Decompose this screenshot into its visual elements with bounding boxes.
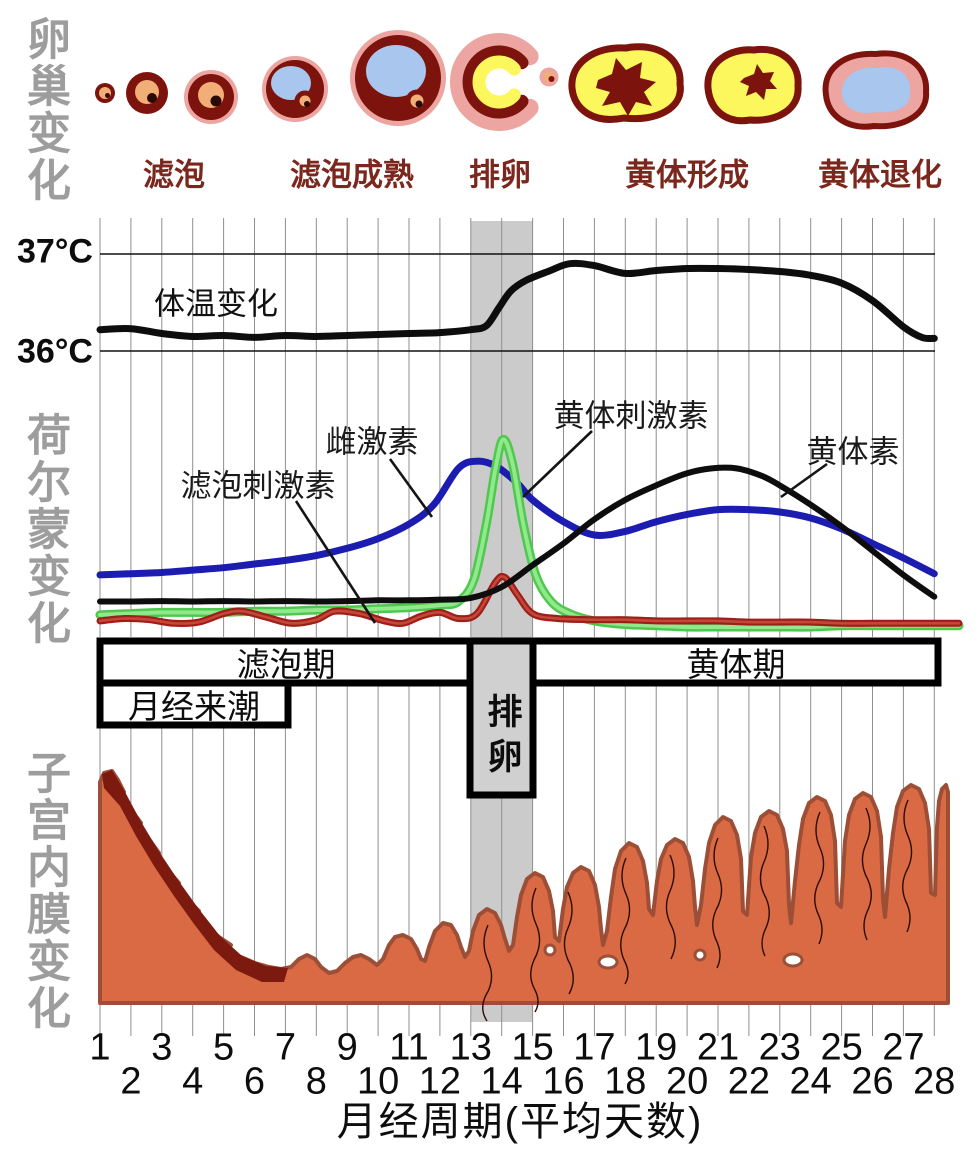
temperature-reference-lines [100,253,935,352]
axis-day-label: 8 [305,1060,327,1103]
stage-label-corpus-luteum-formation: 黄体形成 [625,157,749,193]
axis-day-label: 3 [151,1026,173,1069]
axis-day-label: 25 [820,1026,863,1069]
luteal-phase-box [529,637,942,687]
menstruation-box [96,679,292,729]
stage-label-follicle-maturation: 滤泡成熟 [290,157,414,193]
menstruation-label: 月经来潮 [128,690,260,726]
corpus-luteum-forming-icon [568,43,684,123]
endometrial-glands [482,799,913,1022]
secondary-follicle-icon [184,70,238,124]
ovulation-icon [449,33,559,131]
annotation-pointer-lines [294,430,828,624]
axis-day-label: 27 [882,1026,925,1069]
axis-day-label: 9 [336,1026,358,1069]
temp-tick-36c: 36°C [17,332,93,371]
axis-day-label: 23 [758,1026,801,1069]
progesterone-pointer-line [780,462,828,499]
menstrual-shedding-cap [102,770,288,982]
fsh-pointer-line [294,500,377,624]
axis-day-label: 17 [573,1026,616,1069]
lh-pointer-line [522,430,593,498]
ovulation-label: 排卵 [482,693,522,783]
axis-title: 月经周期(平均天数) [336,1100,704,1144]
mature-follicle-icon [350,30,446,126]
axis-day-label: 18 [604,1060,647,1103]
axis-day-label: 10 [356,1060,400,1103]
primary-follicle-icon [95,83,115,103]
ovulation-box [466,637,537,799]
lh-label: 黄体刺激素 [553,398,709,434]
axis-day-label: 22 [727,1060,771,1103]
antral-follicle-icon [262,56,328,122]
axis-day-label: 4 [182,1060,204,1103]
axis-day-label: 21 [696,1026,740,1069]
stage-label-follicle: 滤泡 [143,157,205,193]
axis-day-label: 24 [789,1060,832,1103]
axis-day-label: 2 [120,1060,142,1103]
hormone-section-label: 荷尔蒙变化 [20,412,69,647]
corpus-luteum-icon [704,45,802,125]
axis-day-label: 14 [480,1060,523,1103]
luteal-phase-label: 黄体期 [686,648,786,684]
follicular-phase-label: 滤泡期 [236,648,336,684]
phase-boxes [96,637,942,799]
stage-label-ovulation: 排卵 [469,157,531,193]
endometrium-section-label: 子宫内膜变化 [20,750,69,1032]
fsh-label: 滤泡刺激素 [180,468,336,504]
axis-day-label: 12 [418,1060,462,1103]
temperature-curve-label: 体温变化 [154,286,278,322]
axis-day-label: 13 [449,1026,492,1069]
estrogen-pointer-line [388,458,434,518]
corpus-albicans-icon [822,50,930,130]
endometrial-gland-openings [543,943,804,970]
ovary-section-label: 卵巢变化 [20,16,69,204]
axis-day-label: 6 [243,1060,266,1103]
stage-label-corpus-luteum-degeneration: 黄体退化 [818,157,942,193]
axis-day-label: 1 [89,1026,111,1069]
data-curves [95,259,964,632]
follicular-phase-box [96,637,474,687]
growing-follicle-icon [126,72,168,114]
axis-day-label: 28 [913,1060,956,1103]
endometrium-illustration [98,769,950,1022]
progesterone-label: 黄体素 [806,434,900,470]
estrogen-label: 雌激素 [325,424,419,460]
axis-day-label: 15 [511,1026,554,1069]
axis-day-label: 16 [542,1060,585,1103]
axis-day-label: 26 [851,1060,894,1103]
axis-day-label: 7 [274,1026,296,1069]
axis-day-label: 20 [665,1060,709,1103]
ovary-illustrations [95,30,930,131]
axis-day-label: 5 [213,1026,235,1069]
axis-day-label: 11 [389,1026,429,1069]
temp-tick-37c: 37°C [17,232,93,271]
axis-day-label: 19 [635,1026,678,1069]
